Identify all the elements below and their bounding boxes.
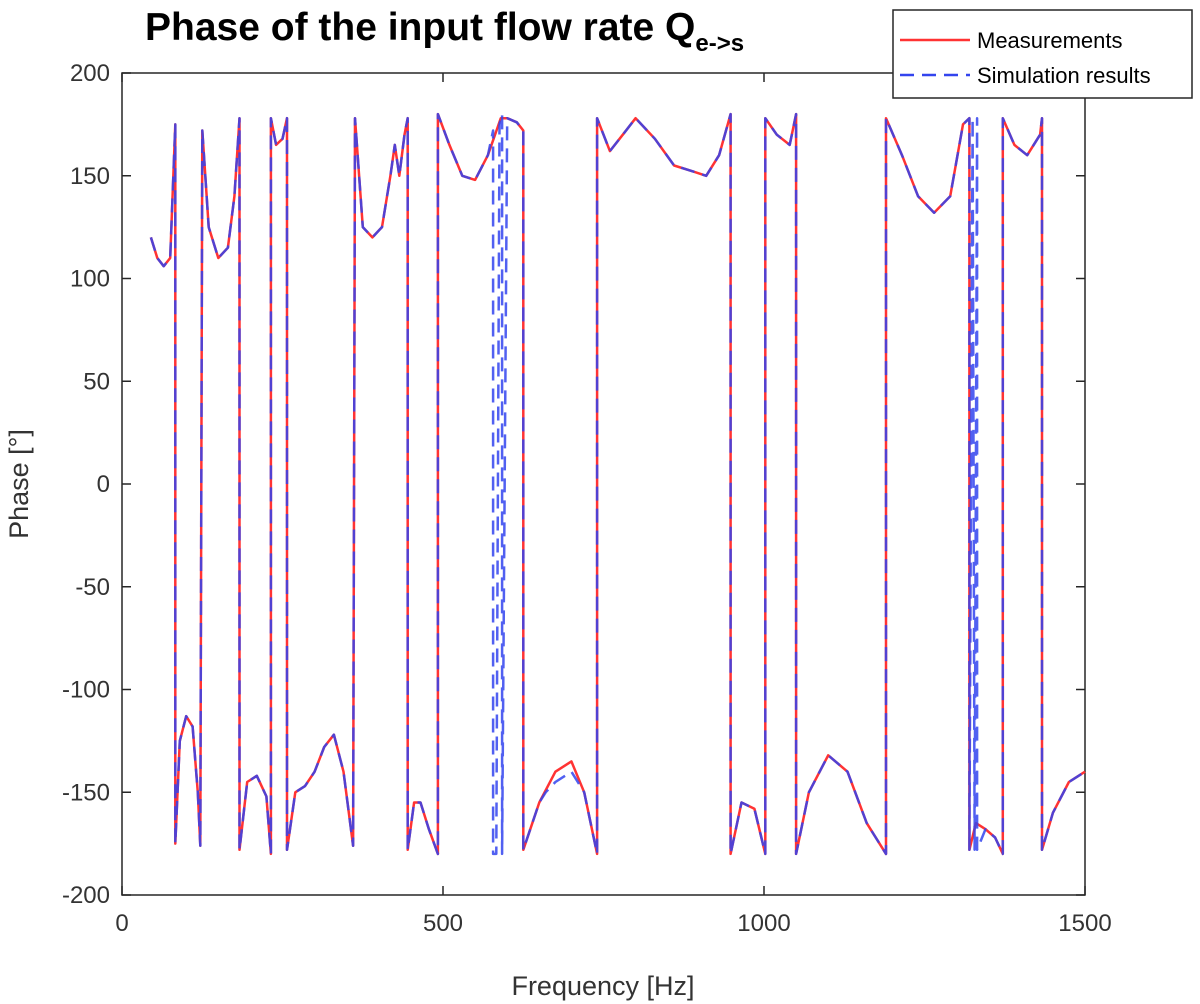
legend-label-simulation: Simulation results: [977, 63, 1151, 88]
y-tick-label: -100: [62, 677, 110, 704]
plot-area: [121, 72, 1086, 896]
x-tick-label: 1500: [1058, 910, 1111, 937]
y-tick-label: 100: [70, 266, 110, 293]
y-tick-label: 200: [70, 60, 110, 87]
x-axis-ticks: 0 500 1000 1500: [115, 73, 1112, 937]
y-tick-label: 0: [97, 471, 110, 498]
legend-label-measurements: Measurements: [977, 28, 1123, 53]
x-tick-label: 1000: [737, 910, 790, 937]
series-layer: [149, 112, 1086, 856]
chart-title-main: Phase of the input flow rate Q: [145, 6, 695, 49]
x-tick-label: 0: [115, 910, 128, 937]
series-line-simulation: [149, 112, 1086, 856]
chart-title: Phase of the input flow rate Qe->s: [145, 6, 744, 57]
y-tick-label: -200: [62, 882, 110, 909]
y-axis-label: Phase [°]: [4, 429, 34, 539]
x-axis-label: Frequency [Hz]: [511, 971, 694, 1001]
legend: Measurements Simulation results: [892, 9, 1193, 99]
y-tick-label: -150: [62, 779, 110, 806]
y-tick-label: -50: [75, 574, 110, 601]
y-tick-label: 50: [83, 368, 110, 395]
y-axis-ticks: 200 150 100 50 0 -50 -100 -150 -200: [62, 60, 1085, 909]
legend-box: [892, 9, 1193, 99]
chart-title-subscript: e->s: [695, 30, 744, 57]
y-tick-label: 150: [70, 163, 110, 190]
x-tick-label: 500: [423, 910, 463, 937]
